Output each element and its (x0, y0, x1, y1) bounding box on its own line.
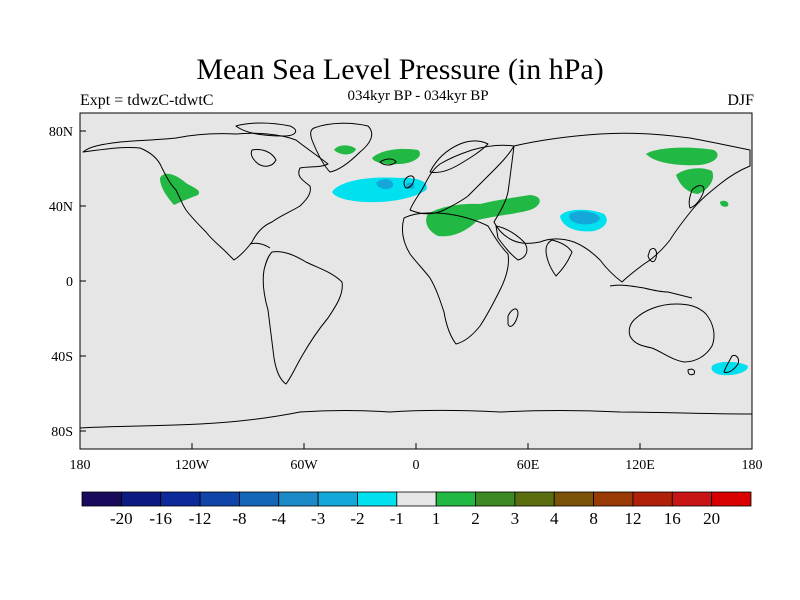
coastline-scandinavia (429, 140, 489, 173)
lat-tick-label: 40S (51, 350, 73, 365)
colorbar-swatch (435, 491, 476, 507)
colorbar-swatch (711, 491, 752, 507)
colorbar-swatch (357, 491, 398, 507)
colorbar-label: -12 (189, 509, 212, 528)
colorbar-label: 16 (664, 509, 681, 528)
coastline-new-zealand (723, 355, 739, 373)
coastline-india (545, 239, 573, 277)
coastline-indonesia (609, 284, 693, 299)
colorbar-swatch (239, 491, 280, 507)
coastline-australia (628, 303, 715, 363)
lon-tick-label: 0 (413, 458, 420, 473)
lon-tick-label: 60W (290, 458, 318, 473)
colorbar-label: 12 (624, 509, 641, 528)
colorbar-label: -4 (272, 509, 287, 528)
colorbar-label: 1 (432, 509, 441, 528)
coastline-south-america (262, 251, 343, 385)
coastline-british-isles (403, 175, 415, 189)
colorbar-swatch (396, 491, 437, 507)
coastline-iceland (379, 158, 397, 166)
coastline-hudson-bay (250, 149, 277, 167)
lat-tick-label: 0 (66, 275, 73, 290)
colorbar-swatch (199, 491, 240, 507)
colorbar-label: 4 (550, 509, 559, 528)
coastline-madagascar (507, 308, 519, 327)
colorbar-label: -3 (311, 509, 325, 528)
lon-tick-label: 180 (742, 458, 763, 473)
season-label: DJF (727, 92, 754, 109)
colorbar-swatch (593, 491, 634, 507)
lon-tick-label: 120W (175, 458, 210, 473)
lon-tick-label: 180 (70, 458, 91, 473)
coastline-antarctica (79, 410, 753, 429)
coastline-africa (401, 212, 509, 345)
coastline-greenland (310, 122, 373, 173)
colorbar-swatch (120, 491, 162, 507)
colorbar-label: 3 (511, 509, 520, 528)
coastline-caribbean (249, 242, 271, 249)
coastline-north-america (82, 132, 329, 261)
colorbar-label: 2 (471, 509, 480, 528)
anomaly-contours (160, 145, 748, 376)
coastline-asia (493, 132, 751, 283)
colorbar-swatch (671, 491, 713, 507)
colorbar-label: 8 (589, 509, 598, 528)
lon-tick-label: 60E (517, 458, 540, 473)
coastline-philippines (647, 247, 657, 263)
colorbar-label: -2 (350, 509, 364, 528)
colorbar-label: -1 (390, 509, 404, 528)
coastline-japan (688, 185, 705, 209)
anomaly-negative-asia-core (569, 211, 600, 225)
lat-tick-label: 80N (49, 125, 73, 140)
anomaly-positive-greenland (334, 145, 356, 155)
anomaly-positive-arctic-asia (646, 147, 718, 166)
lat-tick-label: 80S (51, 425, 73, 440)
coastline-arctic-islands (235, 122, 297, 137)
lon-axis: 180 120W 60W 0 60E 120E 180 (70, 443, 763, 473)
anomaly-positive-pacific-spot (720, 200, 729, 207)
colorbar-swatch (278, 491, 319, 507)
colorbar-swatch (160, 491, 201, 507)
colorbar-swatch (475, 491, 516, 507)
experiment-label: Expt = tdwzC-tdwtC (80, 92, 214, 109)
colorbar-swatch (317, 491, 358, 507)
lat-tick-label: 40N (49, 200, 73, 215)
anomaly-negative-atlantic (332, 177, 427, 203)
anomaly-positive-mediterranean (426, 195, 540, 237)
anomaly-negative-nz (711, 361, 748, 376)
colorbar: -20 -16 -12 -8 -4 -3 -2 -1 1 2 3 4 8 12 16 20 (81, 491, 752, 528)
colorbar-label: 20 (703, 509, 720, 528)
coastlines (79, 122, 753, 429)
colorbar-swatch (632, 491, 673, 507)
colorbar-label: -20 (110, 509, 133, 528)
map-panel (79, 112, 753, 450)
anomaly-negative-atlantic-core (376, 179, 394, 190)
map-title: Mean Sea Level Pressure (in hPa) (196, 53, 604, 86)
coastline-arabia (495, 225, 528, 261)
coastline-tasmania (687, 368, 695, 376)
colorbar-label: -8 (232, 509, 246, 528)
lon-tick-label: 120E (625, 458, 655, 473)
colorbar-label: -16 (149, 509, 172, 528)
colorbar-swatch (514, 491, 555, 507)
lat-axis: 80N 40N 0 40S 80S (49, 125, 86, 440)
period-label: 034kyr BP - 034kyr BP (347, 88, 489, 104)
colorbar-swatch (553, 491, 594, 507)
colorbar-swatch (81, 491, 122, 507)
